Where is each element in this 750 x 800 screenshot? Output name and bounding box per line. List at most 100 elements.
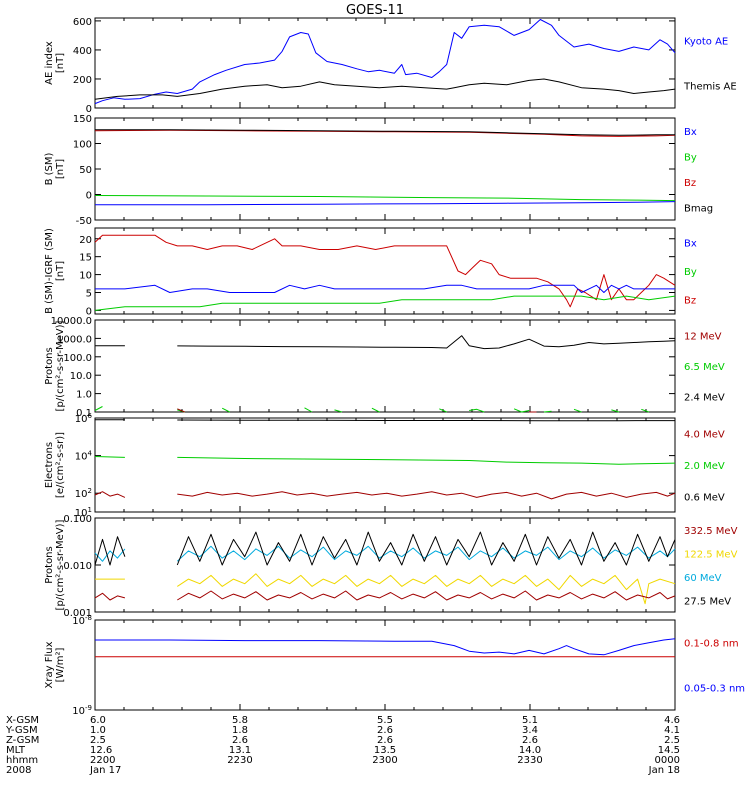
y-tick-label: 100	[73, 140, 92, 151]
legend-item: Themis AE	[683, 82, 737, 93]
ephemeris-value: 2230	[227, 755, 252, 766]
ephemeris-value: 0000	[655, 755, 680, 766]
legend-item: 12 MeV	[684, 331, 722, 342]
series-by	[94, 195, 676, 202]
y-tick-label: 200	[73, 75, 92, 86]
legend-item: By	[684, 267, 697, 278]
y-axis-label: Protons[p/(cm²-s-sr-MeV)]	[44, 519, 66, 610]
legend-item: Bx	[684, 127, 697, 138]
legend-item: 4.0 MeV	[684, 430, 725, 441]
ephemeris-value: 1.8	[232, 725, 248, 736]
legend-item: 27.5 MeV	[684, 596, 731, 607]
series-2-0-mev	[94, 456, 676, 465]
panel-1: 0 200 400 600 AE index[nT] Kyoto AE Themis AE	[44, 17, 737, 115]
panel-4: 0.1 1.0 10.0 100.0 1000.0 10000.0Protons[p/(c…	[44, 316, 725, 419]
y-tick-label: 10.0	[70, 371, 92, 382]
y-tick-label: 0.001	[63, 608, 92, 619]
series-by	[94, 295, 676, 311]
y-tick-label: 15	[79, 253, 92, 264]
panel-2: -50 0 50 100 150 B (SM)[nT] Bx By Bz Bmag	[44, 114, 713, 227]
series-bmag	[95, 129, 675, 136]
legend-item: 122.5 MeV	[684, 549, 738, 560]
y-tick-label: 102	[75, 487, 92, 500]
series-4-0-mev	[94, 491, 676, 500]
legend-item: Kyoto AE	[684, 37, 728, 48]
ephemeris-value: 13.5	[374, 745, 396, 756]
y-tick-label: 600	[73, 17, 92, 28]
y-tick-label: 20	[79, 235, 92, 246]
y-tick-label: 0	[86, 306, 92, 317]
panel-frame	[94, 227, 676, 315]
y-tick-label: 106	[75, 412, 93, 425]
series-0-6-mev	[95, 419, 676, 422]
series-2-4-mev	[95, 335, 676, 350]
legend-item: Bx	[684, 238, 697, 249]
ephemeris-row-label: Y-GSM	[5, 725, 38, 736]
legend-item: By	[684, 152, 697, 163]
ephemeris-value: 2.6	[377, 735, 393, 746]
ephemeris-value: 5.8	[232, 715, 248, 726]
ephemeris-value: 5.5	[377, 715, 393, 726]
panel-frame	[94, 517, 676, 613]
y-tick-label: 10000.0	[51, 316, 92, 327]
ephemeris-value: 5.1	[522, 715, 538, 726]
series-332-5-mev	[94, 590, 676, 601]
panel-frame	[94, 417, 676, 513]
ephemeris-value: 2.6	[232, 735, 248, 746]
ephemeris-value: 2300	[372, 755, 397, 766]
y-tick-label: -50	[76, 216, 92, 227]
y-axis-label: B (SM)[nT]	[44, 152, 66, 185]
panel-6: 0.001 0.010 0.100Protons[p/(cm²-s-sr-MeV)]…	[44, 514, 738, 619]
ephemeris-value: 3.4	[522, 725, 538, 736]
ephemeris-row-label: X-GSM	[6, 715, 39, 726]
panel-3: 0 5 10 15 20 B (SM)-IGRF (SM)[nT] Bx By Bz	[44, 227, 697, 317]
y-tick-label: 104	[75, 450, 93, 463]
y-tick-label: 0.100	[63, 514, 92, 525]
series-60-mev	[94, 545, 676, 562]
ephemeris-value: 4.1	[664, 725, 680, 736]
ephemeris-value: 2.6	[377, 725, 393, 736]
y-axis-label: AE index[nT]	[44, 41, 66, 85]
series-12-mev	[177, 408, 537, 413]
y-tick-label: 5	[86, 289, 92, 300]
series-0-1-0-8-nm	[95, 638, 676, 656]
ephemeris-value: Jan 18	[648, 765, 680, 776]
y-tick-label: 0	[86, 104, 92, 115]
y-tick-label: 1000.0	[57, 334, 92, 345]
series-bx	[95, 284, 675, 293]
y-tick-label: 0.1	[76, 408, 92, 419]
ephemeris-value: 2.5	[90, 735, 106, 746]
ephemeris-value: 2.5	[664, 735, 680, 746]
ephemeris-row-label: Z-GSM	[6, 735, 39, 746]
ephemeris-value: 14.0	[519, 745, 541, 756]
legend-item: Bz	[684, 178, 696, 189]
y-axis-label: Protons[p/(cm²-s-sr-MeV)]	[44, 320, 66, 411]
y-tick-label: 10	[79, 271, 92, 282]
series-bz	[94, 234, 676, 308]
y-tick-label: 150	[73, 114, 92, 125]
ephemeris-value: 2.6	[522, 735, 538, 746]
ephemeris-value: Jan 17	[89, 765, 121, 776]
y-axis-label: Electrons[e/(cm²-s-sr)]	[44, 432, 66, 498]
y-tick-label: 400	[73, 46, 92, 57]
series-bx	[95, 201, 676, 206]
legend-item: 0.05-0.3 nm	[684, 684, 745, 695]
ephemeris-value: 1.0	[90, 725, 106, 736]
y-axis-label: B (SM)-IGRF (SM)[nT]	[44, 228, 66, 314]
y-tick-label: 1.0	[76, 390, 92, 401]
y-tick-label: 0	[86, 191, 92, 202]
legend-item: 0.1-0.8 nm	[684, 639, 739, 650]
panel-frame	[94, 619, 676, 711]
ephemeris-value: 13.1	[229, 745, 251, 756]
ephemeris-value: 12.6	[90, 745, 112, 756]
ephemeris-value: 2200	[90, 755, 115, 766]
legend-item: 6.5 MeV	[684, 362, 725, 373]
ephemeris-row-label: hhmm	[6, 755, 38, 766]
panel-frame	[94, 17, 676, 109]
legend-item: 2.4 MeV	[684, 393, 725, 404]
series-6-5-mev	[94, 406, 649, 413]
ephemeris-value: 2330	[517, 755, 542, 766]
